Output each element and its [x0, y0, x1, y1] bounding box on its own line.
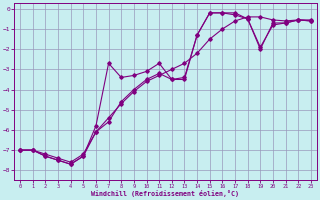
- X-axis label: Windchill (Refroidissement éolien,°C): Windchill (Refroidissement éolien,°C): [92, 190, 239, 197]
